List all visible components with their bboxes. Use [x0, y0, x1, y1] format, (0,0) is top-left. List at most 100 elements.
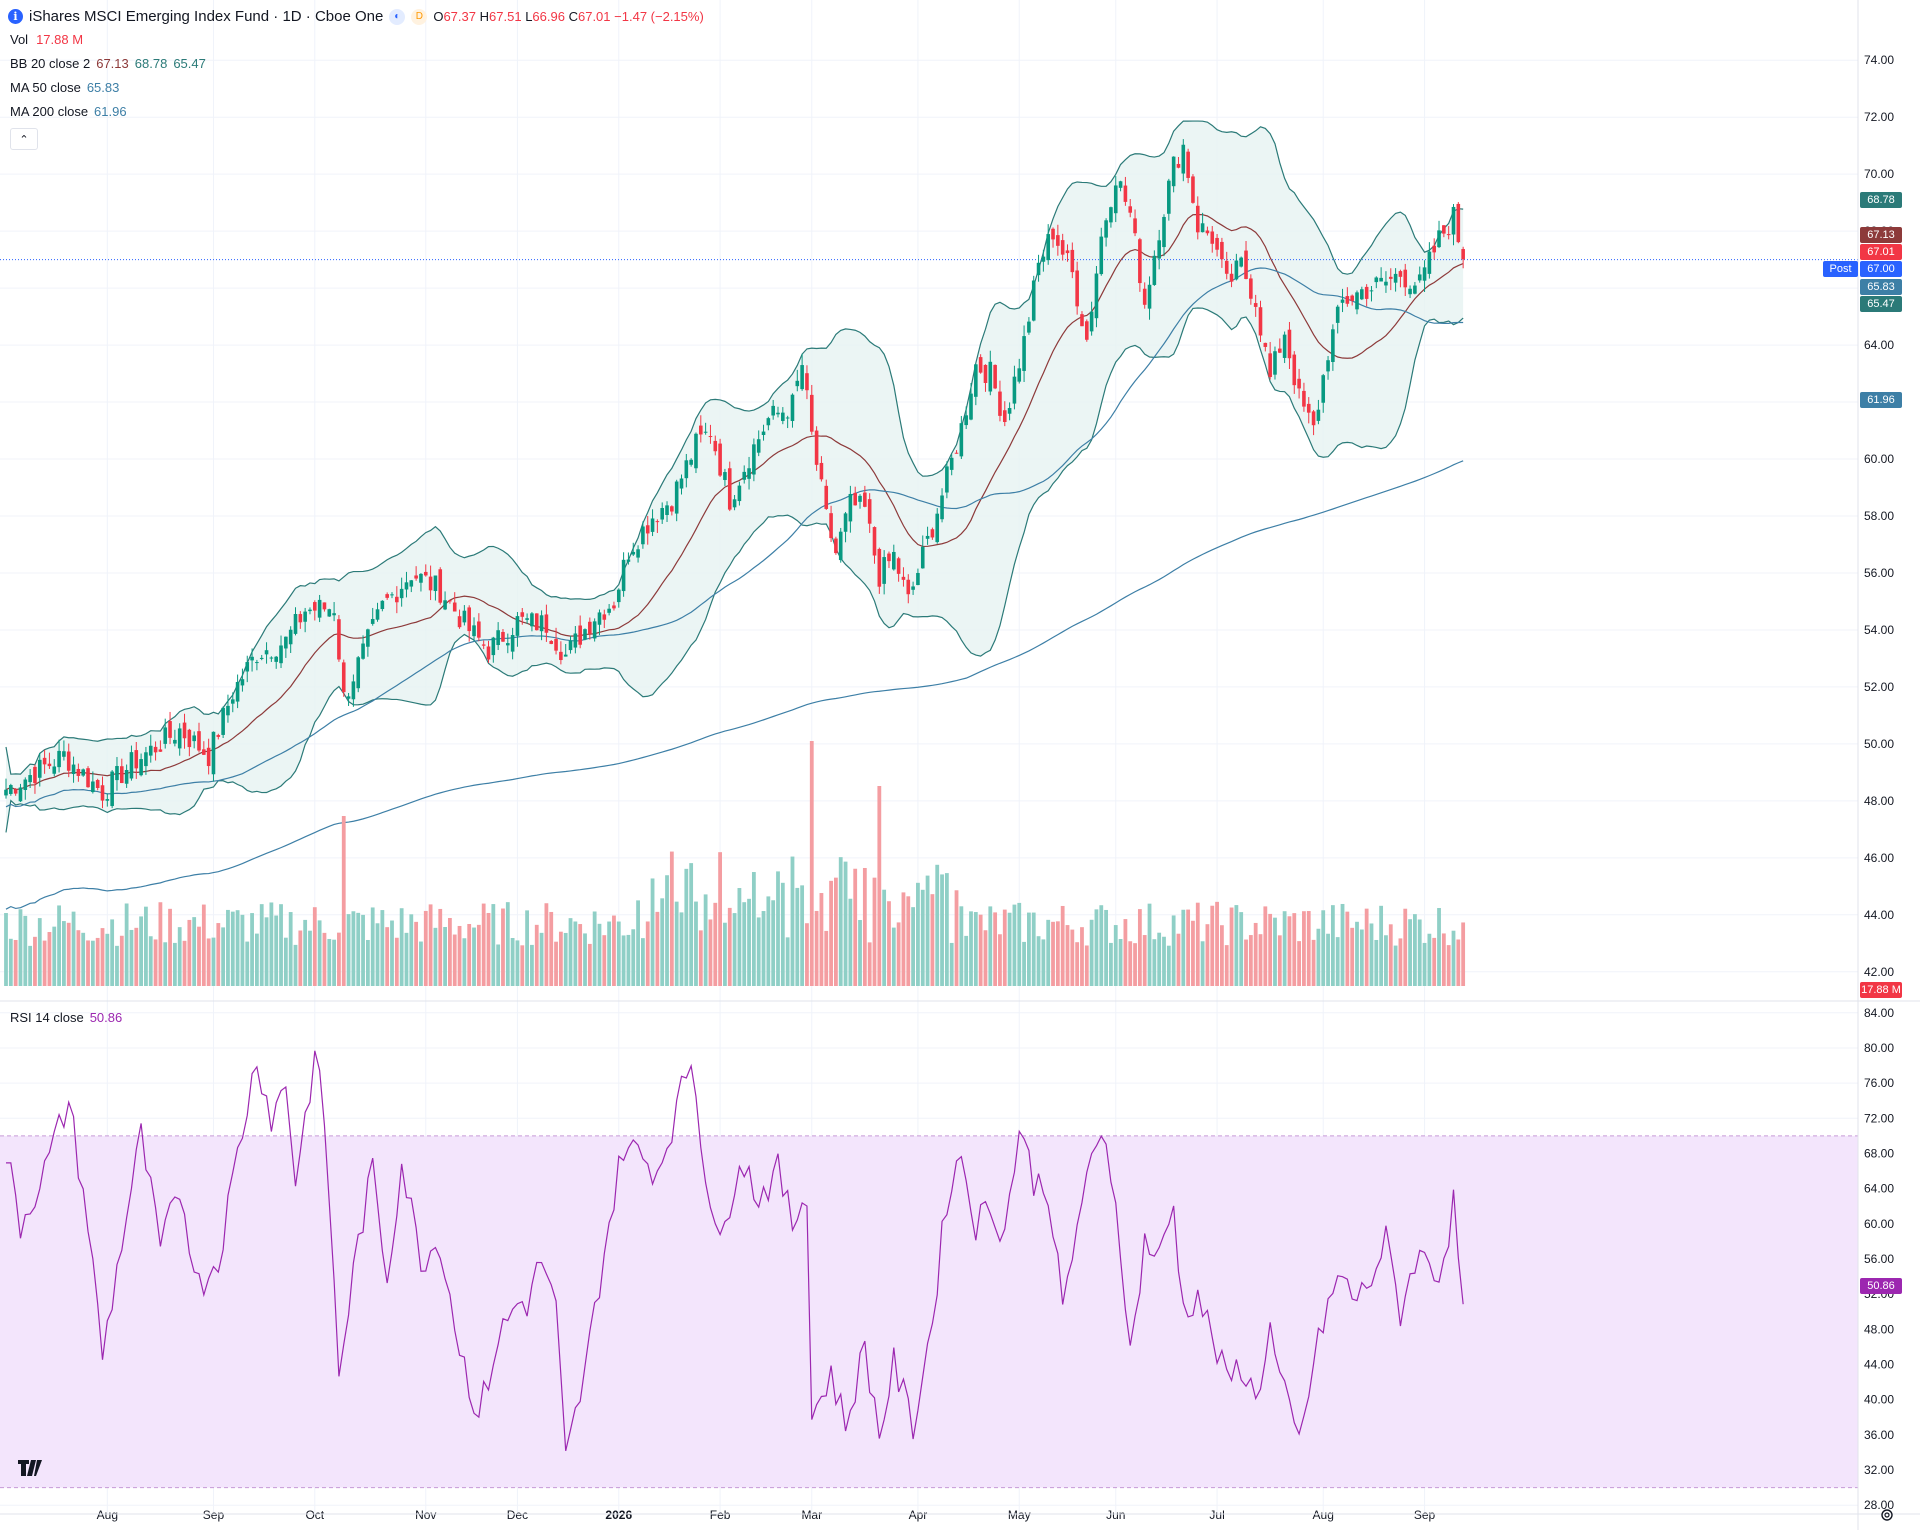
candle-body [1123, 185, 1128, 202]
candle-body [872, 527, 877, 556]
volume-bar [332, 939, 336, 986]
volume-bar [1335, 937, 1340, 986]
candle-body [834, 538, 838, 554]
volume-bar [776, 871, 780, 986]
rsi-tick-label: 76.00 [1864, 1076, 1894, 1090]
bb-upper-line [5, 120, 1464, 775]
candle-body [57, 750, 61, 768]
candle-body [457, 616, 462, 628]
candle-body [1056, 235, 1060, 246]
time-tick-label: Sep [203, 1508, 225, 1522]
candle-body [1109, 207, 1113, 223]
rsi-line [6, 1050, 1464, 1451]
volume-bar [327, 938, 332, 986]
volume-bar [795, 887, 800, 986]
candle-body [1239, 257, 1243, 267]
bollinger-legend[interactable]: BB 20 close 2 67.13 68.78 65.47 [10, 56, 206, 71]
volume-bar [433, 927, 438, 986]
volume-bar [906, 896, 911, 986]
volume-bar [1220, 925, 1224, 986]
time-tick-label: Oct [305, 1508, 324, 1522]
candle-body [867, 499, 872, 524]
volume-bar [809, 741, 814, 986]
volume-bar [998, 934, 1002, 986]
volume-bar [539, 932, 544, 986]
collapse-legend-button[interactable]: ⌃ [10, 128, 38, 150]
candle-body [544, 614, 549, 633]
candle-body [1278, 348, 1282, 353]
volume-bar [829, 880, 833, 986]
volume-bar [1330, 905, 1335, 986]
candle-body [1012, 376, 1017, 404]
settings-gear-icon[interactable] [1880, 1508, 1894, 1525]
volume-bar [1364, 908, 1369, 986]
candle-body [766, 418, 771, 426]
candle-body [1036, 262, 1041, 276]
candle-body [1171, 156, 1176, 187]
rsi-legend[interactable]: RSI 14 close 50.86 [10, 1010, 123, 1025]
time-tick-label: Mar [801, 1508, 822, 1522]
volume-bar [1345, 911, 1350, 986]
volume-bar [505, 902, 510, 986]
ma200-legend[interactable]: MA 200 close 61.96 [10, 104, 127, 119]
symbol-name[interactable]: iShares MSCI Emerging Index Fund · 1D · … [29, 8, 384, 25]
candle-body [187, 729, 192, 748]
candle-body [448, 600, 452, 602]
volume-bar [1036, 936, 1041, 986]
candle-body [906, 579, 911, 595]
volume-bar [1417, 919, 1422, 986]
volume-bar [283, 937, 288, 986]
candle-body [380, 600, 385, 610]
candle-body [694, 433, 698, 469]
candle-body [303, 611, 307, 622]
volume-bar [1427, 933, 1432, 986]
market-closed-icon[interactable]: ◐ [389, 8, 406, 25]
candle-body [491, 637, 496, 656]
volume-bar [747, 898, 751, 986]
bb-basis-line [5, 213, 1464, 791]
rsi-tick-label: 68.00 [1864, 1146, 1894, 1160]
volume-bar [1171, 915, 1176, 986]
volume-bar [211, 937, 216, 986]
candle-body [182, 722, 187, 739]
candle-body [1128, 206, 1133, 213]
volume-bar [530, 944, 534, 986]
volume-bar [375, 923, 380, 986]
volume-bar [346, 914, 351, 986]
price-tick-label: 60.00 [1864, 452, 1894, 466]
volume-bar [192, 917, 197, 986]
candle-body [718, 443, 722, 476]
time-tick-label: Jun [1106, 1508, 1125, 1522]
volume-legend[interactable]: Vol 17.88 M [10, 32, 84, 47]
delayed-data-icon[interactable]: D [411, 8, 428, 25]
candle-body [428, 576, 433, 591]
candle-body [240, 679, 245, 686]
time-tick-label: 2026 [605, 1508, 632, 1522]
volume-bar [216, 923, 221, 986]
candle-body [452, 602, 457, 612]
price-tick-label: 46.00 [1864, 851, 1894, 865]
volume-bar [1292, 913, 1297, 986]
tradingview-logo-icon[interactable] [18, 1458, 46, 1482]
candle-body [134, 750, 139, 769]
volume-bar [694, 901, 698, 986]
info-icon[interactable]: i [8, 9, 23, 24]
volume-bar [1162, 936, 1166, 986]
candle-body [795, 380, 800, 387]
candle-body [1273, 351, 1277, 375]
volume-bar [766, 896, 771, 986]
candle-body [264, 650, 269, 655]
candle-body [814, 430, 819, 465]
volume-bar [843, 861, 848, 986]
volume-bar [1253, 922, 1258, 986]
candle-body [1075, 270, 1079, 307]
candle-body [583, 629, 587, 640]
volume-bar [428, 904, 433, 986]
candle-body [1379, 277, 1383, 282]
volume-bar [674, 901, 679, 986]
candle-body [1292, 354, 1297, 386]
candle-body [756, 439, 761, 453]
ma50-legend[interactable]: MA 50 close 65.83 [10, 80, 120, 95]
candle-body [115, 766, 119, 781]
